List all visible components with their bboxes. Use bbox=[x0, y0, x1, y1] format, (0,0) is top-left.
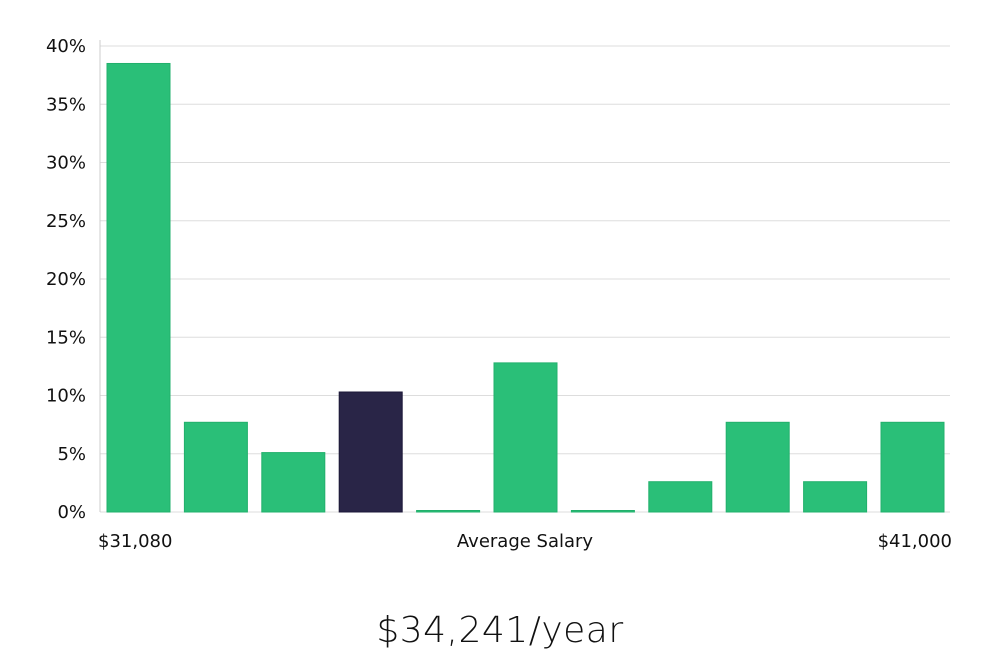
y-tick-label: 0% bbox=[57, 502, 86, 523]
y-tick-label: 5% bbox=[57, 444, 86, 465]
bars bbox=[106, 62, 945, 513]
bar bbox=[803, 481, 868, 513]
y-tick-label: 20% bbox=[46, 269, 86, 290]
average-salary-value: $34,241/year bbox=[376, 610, 624, 651]
bar bbox=[880, 421, 945, 513]
bar bbox=[725, 421, 790, 513]
y-axis-ticks: 0% 5% 10% 15% 20% 25% 30% 35% 40% bbox=[46, 36, 86, 523]
bar bbox=[261, 452, 326, 513]
y-tick-label: 30% bbox=[46, 153, 86, 174]
bar-highlighted bbox=[338, 391, 403, 513]
bar bbox=[648, 481, 713, 513]
x-axis-max-label: $41,000 bbox=[878, 531, 952, 552]
x-axis-min-label: $31,080 bbox=[98, 531, 172, 552]
bar bbox=[570, 510, 635, 513]
bar bbox=[416, 510, 481, 513]
bar bbox=[106, 62, 171, 513]
bar bbox=[493, 362, 558, 513]
y-tick-label: 15% bbox=[46, 327, 86, 348]
x-axis-title: Average Salary bbox=[457, 531, 594, 552]
bar bbox=[183, 421, 248, 513]
salary-histogram-chart: 0% 5% 10% 15% 20% 25% 30% 35% 40% $31,080 Averag… bbox=[46, 36, 952, 552]
y-tick-label: 40% bbox=[46, 36, 86, 57]
y-tick-label: 35% bbox=[46, 94, 86, 115]
y-tick-label: 25% bbox=[46, 211, 86, 232]
y-tick-label: 10% bbox=[46, 386, 86, 407]
